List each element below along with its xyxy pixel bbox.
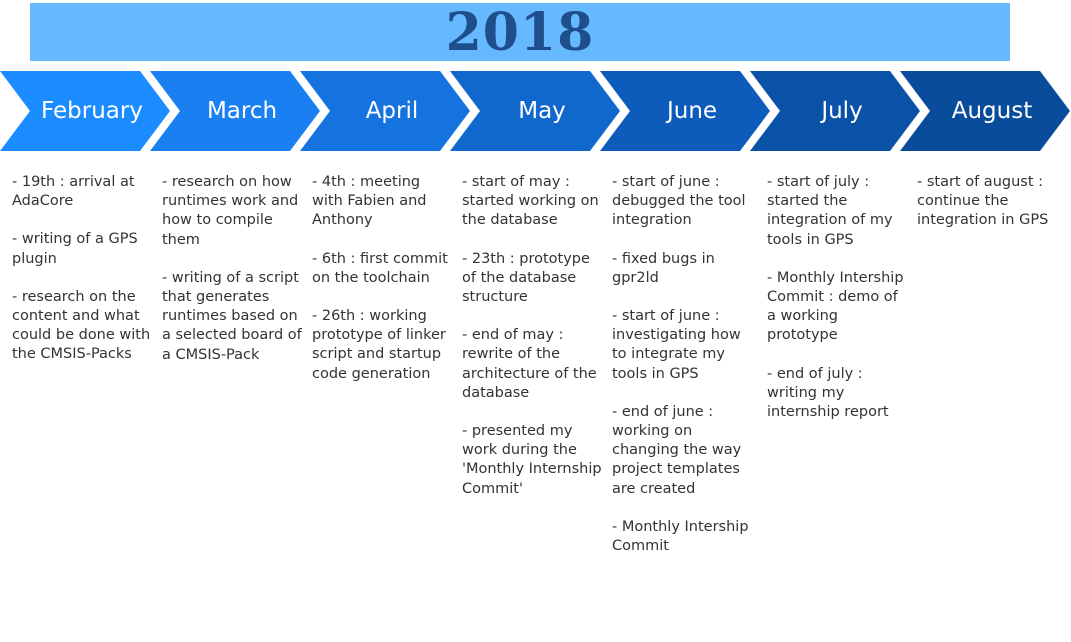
event-entry: - writing of a script that generates run… <box>162 269 302 363</box>
month-label: June <box>666 98 718 124</box>
event-entry: - 6th : first commit on the toolchain <box>312 250 448 286</box>
month-label: April <box>365 98 419 124</box>
month-label: March <box>206 98 278 124</box>
event-entry: - presented my work during the 'Monthly … <box>462 423 602 497</box>
event-entry: - start of june : debugged the tool inte… <box>612 174 746 229</box>
month-chevron-april: April <box>300 71 470 151</box>
event-entry: - Monthly Intership Commit <box>612 518 749 555</box>
month-chevron-march: March <box>150 71 320 151</box>
year-banner: 2018 <box>30 1 1010 63</box>
event-entry: - 4th : meeting with Fabien and Anthony <box>312 174 427 229</box>
month-label: July <box>821 98 863 124</box>
event-entry: - start of may : started working on the … <box>462 174 599 229</box>
event-entry: - start of july : started the integratio… <box>767 174 893 248</box>
month-chevron-june: June <box>600 71 770 151</box>
event-entry: - research on the content and what could… <box>12 288 151 363</box>
month-events-august: - start of august : continue the integra… <box>917 173 1059 250</box>
month-chevron-may: May <box>450 71 620 151</box>
year-title: 2018 <box>445 1 595 63</box>
month-events-march: - research on how runtimes work and how … <box>162 173 304 384</box>
month-events-july: - start of july : started the integratio… <box>767 173 909 441</box>
event-entry: - 23th : prototype of the database struc… <box>462 250 590 306</box>
month-label: August <box>951 98 1033 124</box>
event-entry: - end of may : rewrite of the architectu… <box>462 327 597 401</box>
event-entry: - start of june : investigating how to i… <box>612 308 741 382</box>
event-entry: - start of august : continue the integra… <box>917 174 1049 229</box>
event-entry: - Monthly Intership Commit : demo of a w… <box>767 269 904 344</box>
month-label: February <box>41 98 143 124</box>
event-entry: - end of july : writing my internship re… <box>767 365 889 421</box>
month-label: May <box>518 98 566 124</box>
event-entry: - fixed bugs in gpr2ld <box>612 250 715 286</box>
month-chevron-february: February <box>0 71 170 151</box>
month-chevron-august: August <box>900 71 1070 151</box>
event-entry: - writing of a GPS plugin <box>12 231 138 267</box>
month-events-june: - start of june : debugged the tool inte… <box>612 173 754 575</box>
month-events-april: - 4th : meeting with Fabien and Anthony -… <box>312 173 454 403</box>
event-entry: - 19th : arrival at AdaCore <box>12 174 135 210</box>
month-events-february: - 19th : arrival at AdaCore - writing of … <box>12 173 154 384</box>
event-entry: - research on how runtimes work and how … <box>162 174 299 248</box>
month-events-may: - start of may : started working on the … <box>462 173 604 518</box>
event-entry: - end of june : working on changing the … <box>612 403 742 497</box>
event-entry: - 26th : working prototype of linker scr… <box>312 308 446 382</box>
month-chevron-july: July <box>750 71 920 151</box>
